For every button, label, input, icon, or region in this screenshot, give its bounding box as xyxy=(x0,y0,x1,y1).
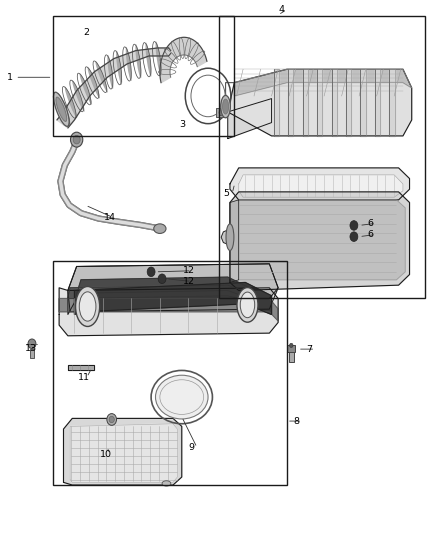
Polygon shape xyxy=(221,229,230,245)
Ellipse shape xyxy=(154,224,166,233)
Ellipse shape xyxy=(226,224,234,251)
Circle shape xyxy=(109,416,114,423)
Polygon shape xyxy=(59,288,278,336)
Polygon shape xyxy=(68,264,278,314)
Polygon shape xyxy=(317,69,322,136)
Circle shape xyxy=(71,132,83,147)
Ellipse shape xyxy=(72,80,85,112)
Text: 11: 11 xyxy=(78,373,90,382)
Ellipse shape xyxy=(145,43,152,77)
Ellipse shape xyxy=(237,288,258,322)
Polygon shape xyxy=(332,69,337,136)
Ellipse shape xyxy=(65,86,77,118)
Bar xyxy=(219,16,425,298)
Text: 14: 14 xyxy=(104,213,116,222)
Polygon shape xyxy=(228,99,272,139)
Polygon shape xyxy=(68,264,278,312)
Ellipse shape xyxy=(240,292,254,318)
Ellipse shape xyxy=(155,375,208,419)
Circle shape xyxy=(350,232,358,241)
Polygon shape xyxy=(288,69,293,136)
Polygon shape xyxy=(74,282,272,314)
Polygon shape xyxy=(360,69,366,136)
Polygon shape xyxy=(228,69,412,136)
Ellipse shape xyxy=(58,93,71,125)
Ellipse shape xyxy=(53,92,69,126)
Circle shape xyxy=(107,414,117,425)
Bar xyxy=(53,16,234,136)
Bar xyxy=(289,349,294,362)
Ellipse shape xyxy=(116,51,122,85)
Text: 1: 1 xyxy=(7,73,13,82)
Text: 6: 6 xyxy=(367,230,373,239)
Ellipse shape xyxy=(162,481,171,486)
Text: 12: 12 xyxy=(183,277,195,286)
Ellipse shape xyxy=(79,292,96,321)
Polygon shape xyxy=(57,48,169,128)
Polygon shape xyxy=(68,285,250,301)
Polygon shape xyxy=(64,418,182,485)
Ellipse shape xyxy=(126,47,132,81)
Ellipse shape xyxy=(76,286,100,326)
Polygon shape xyxy=(375,69,380,136)
Circle shape xyxy=(73,135,80,144)
Ellipse shape xyxy=(223,99,229,114)
Ellipse shape xyxy=(88,67,100,99)
Bar xyxy=(287,345,295,352)
Ellipse shape xyxy=(80,73,92,105)
Circle shape xyxy=(158,274,166,284)
Ellipse shape xyxy=(155,42,162,76)
Text: 13: 13 xyxy=(25,344,37,352)
Ellipse shape xyxy=(56,97,67,122)
Polygon shape xyxy=(239,200,405,280)
Polygon shape xyxy=(389,69,395,136)
Polygon shape xyxy=(59,298,278,321)
Ellipse shape xyxy=(95,61,108,93)
Text: 8: 8 xyxy=(293,417,300,425)
Circle shape xyxy=(219,109,224,116)
Polygon shape xyxy=(234,69,412,96)
Polygon shape xyxy=(70,424,177,482)
Text: 4: 4 xyxy=(278,5,284,14)
Polygon shape xyxy=(239,175,403,197)
Text: 6: 6 xyxy=(367,219,373,228)
Text: 2: 2 xyxy=(83,28,89,37)
Polygon shape xyxy=(230,192,410,290)
Circle shape xyxy=(28,339,36,349)
Polygon shape xyxy=(230,168,410,200)
Polygon shape xyxy=(230,200,239,282)
Circle shape xyxy=(147,267,155,277)
Ellipse shape xyxy=(135,44,141,78)
Polygon shape xyxy=(346,69,351,136)
Text: 5: 5 xyxy=(223,189,230,198)
Text: 12: 12 xyxy=(183,266,195,275)
Ellipse shape xyxy=(107,55,113,89)
Polygon shape xyxy=(303,69,308,136)
Bar xyxy=(30,349,34,358)
Text: 10: 10 xyxy=(100,450,112,458)
Polygon shape xyxy=(160,37,207,83)
Text: 7: 7 xyxy=(307,345,313,353)
Circle shape xyxy=(290,343,293,348)
Text: 3: 3 xyxy=(180,120,186,129)
Bar xyxy=(53,261,287,485)
Polygon shape xyxy=(274,69,279,136)
Circle shape xyxy=(350,221,358,230)
Ellipse shape xyxy=(221,95,230,118)
Polygon shape xyxy=(74,277,250,312)
Text: 9: 9 xyxy=(188,443,194,452)
Bar xyxy=(216,108,227,117)
Polygon shape xyxy=(68,365,94,370)
